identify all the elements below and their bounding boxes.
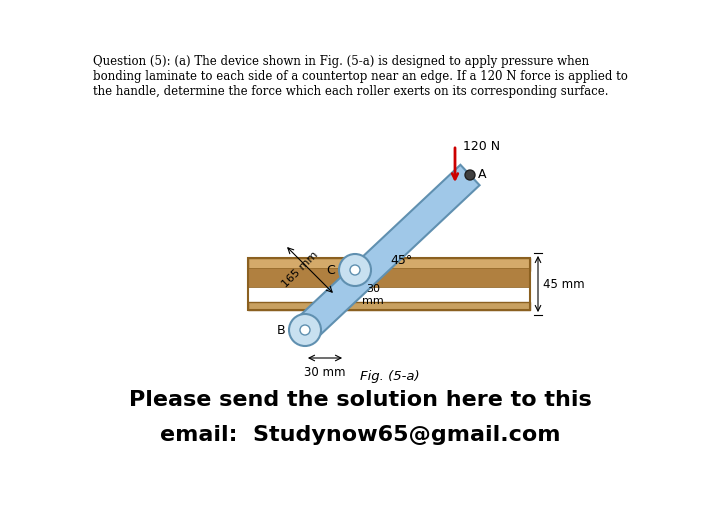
Text: Fig. (5-a): Fig. (5-a) (360, 370, 420, 383)
Bar (248, 268, 530, 287)
Text: Please send the solution here to this: Please send the solution here to this (129, 390, 591, 410)
Circle shape (350, 265, 360, 275)
Bar (248, 302, 530, 310)
Text: email:  Studynow65@gmail.com: email: Studynow65@gmail.com (160, 425, 560, 445)
Text: C: C (326, 264, 335, 276)
Text: Question (5): (a) The device shown in Fig. (5-a) is designed to apply pressure w: Question (5): (a) The device shown in Fi… (93, 55, 627, 98)
Text: 30 mm: 30 mm (305, 366, 346, 379)
Circle shape (300, 325, 310, 335)
Text: 45 mm: 45 mm (543, 277, 585, 291)
Polygon shape (295, 165, 480, 340)
Bar (248, 258, 530, 271)
Circle shape (465, 170, 475, 180)
Text: 45°: 45° (390, 253, 413, 267)
Bar (248, 258, 530, 310)
Circle shape (289, 314, 321, 346)
Text: A: A (478, 169, 487, 181)
Text: 165 mm: 165 mm (280, 250, 320, 290)
Text: 30
mm: 30 mm (362, 284, 384, 306)
Text: B: B (276, 324, 285, 336)
Text: 120 N: 120 N (463, 140, 500, 153)
Circle shape (339, 254, 371, 286)
